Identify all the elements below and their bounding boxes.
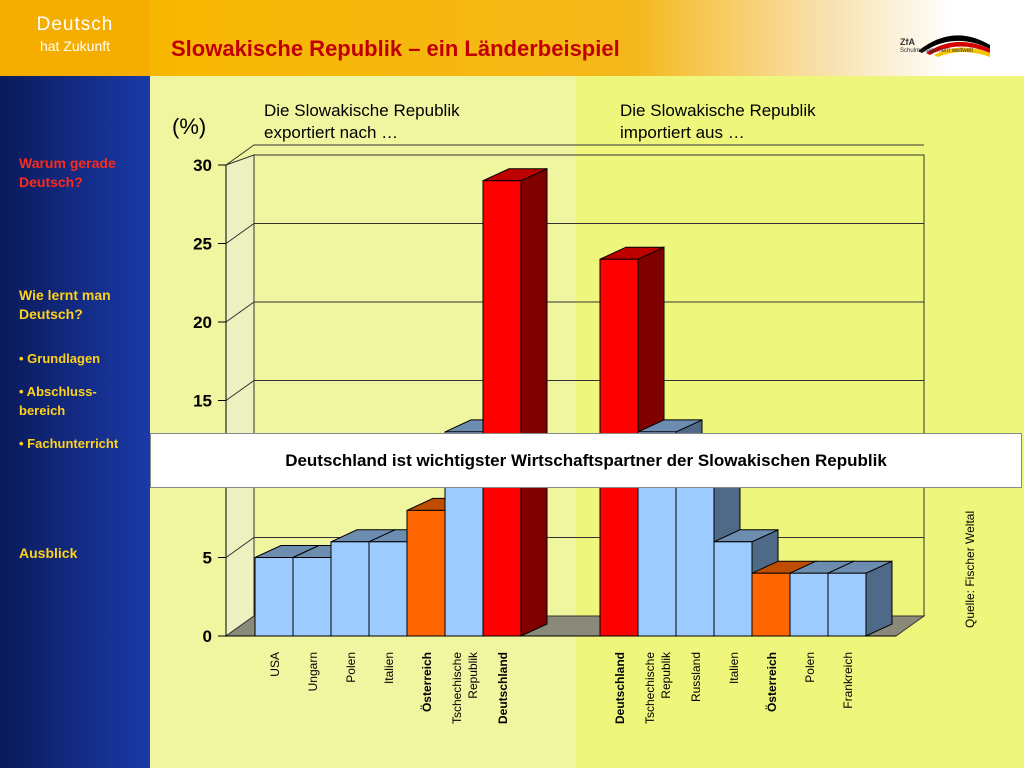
export-subtitle: Die Slowakische Republik exportiert nach… [264, 101, 460, 142]
page-title: Slowakische Republik – ein Länderbeispie… [171, 36, 620, 61]
bar [789, 572, 829, 637]
bar [330, 541, 370, 637]
sidebar-item-wie-lernt-man[interactable]: Wie lernt man Deutsch? [19, 287, 111, 322]
banner-message: Deutschland ist wichtigster Wirtschaftsp… [150, 433, 1022, 488]
logo-line1: Deutsch [36, 14, 114, 35]
gridline [225, 144, 924, 166]
category-label: Republik [466, 651, 480, 699]
bar [406, 509, 446, 637]
y-tick-label: 0 [203, 627, 212, 646]
category-label: Tschechische [450, 652, 464, 724]
bar-side [520, 167, 548, 637]
y-tick-label: 25 [193, 235, 212, 254]
gridline [225, 301, 924, 323]
y-tick-label: 5 [203, 549, 212, 568]
unit-label: (%) [172, 114, 207, 139]
gridline [225, 223, 924, 244]
category-label: Republik [659, 651, 673, 699]
sidebar-item-ausblick[interactable]: Ausblick [19, 545, 78, 561]
sidebar-item-grundlagen[interactable]: • Grundlagen [19, 351, 101, 366]
bar [827, 572, 867, 637]
bar [713, 541, 753, 637]
brand-tagline: Schulmanagement weltweit [900, 48, 974, 54]
bar [292, 557, 332, 637]
y-tick-label: 20 [193, 313, 212, 332]
chart-side-wall [225, 154, 255, 637]
import-subtitle: Die Slowakische Republik importiert aus … [620, 101, 816, 142]
category-label: Deutschland [496, 652, 510, 724]
category-label: Österreich [764, 652, 779, 712]
bar-side [865, 560, 893, 637]
category-label: Russland [689, 652, 703, 702]
sidebar-item-warum-deutsch[interactable]: Warum gerade Deutsch? [19, 155, 116, 190]
category-label: Tschechische [643, 652, 657, 724]
gridline [225, 380, 924, 401]
y-tick-label: 15 [193, 392, 212, 411]
category-label: Italien [382, 652, 396, 684]
header-bar [150, 0, 1024, 76]
category-label: Deutschland [613, 652, 627, 724]
category-label: Polen [344, 652, 358, 683]
sidebar: Warum gerade Deutsch? Wie lernt man Deut… [0, 76, 150, 768]
category-label: Frankreich [841, 652, 855, 709]
bar [751, 572, 791, 637]
category-label: Österreich [419, 652, 434, 712]
sidebar-item-abschlussbereich[interactable]: • Abschluss-bereich [19, 384, 97, 418]
category-label: Ungarn [306, 652, 320, 691]
zfa-logo-icon [918, 35, 990, 57]
category-label: Polen [803, 652, 817, 683]
bar [254, 557, 294, 637]
y-tick-label: 30 [193, 156, 212, 175]
sidebar-item-fachunterricht[interactable]: • Fachunterricht [19, 436, 119, 451]
bar-chart: 0 5 15 20 25 30 USA Ungarn Polen Italien Österreic… [193, 144, 926, 724]
logo[interactable]: Deutsch hat Zukunft [0, 0, 150, 76]
bar [368, 541, 408, 637]
category-label: USA [268, 652, 282, 677]
source-note: Quelle: Fischer Weltal [963, 510, 977, 628]
bar [482, 180, 522, 637]
brand-name: ZfA [900, 37, 915, 47]
category-label: Italien [727, 652, 741, 684]
logo-line2: hat Zukunft [39, 38, 111, 54]
